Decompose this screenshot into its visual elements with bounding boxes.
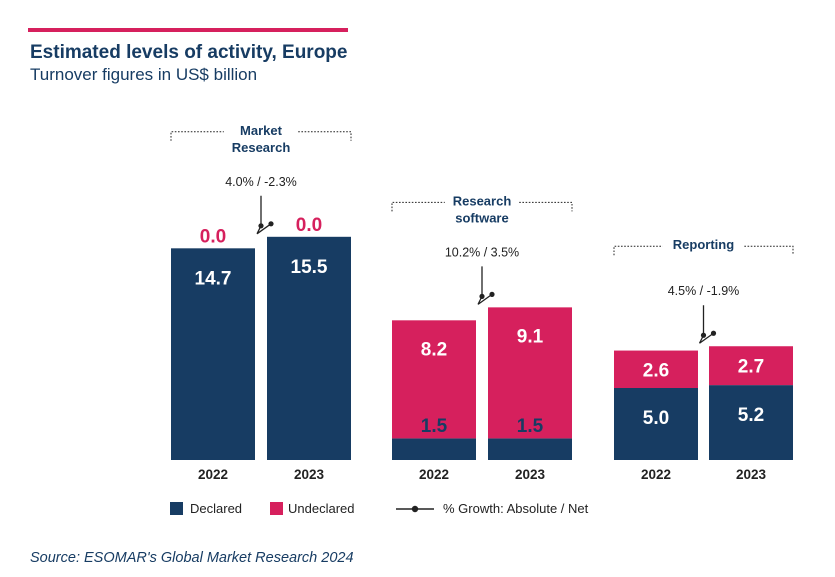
bar-undeclared (488, 307, 572, 439)
group-label-line: Reporting (673, 237, 734, 252)
data-label-declared: 15.5 (291, 257, 328, 278)
bar-declared (709, 385, 793, 460)
bar-undeclared (392, 320, 476, 439)
chart-title: Estimated levels of activity, Europe (30, 42, 347, 63)
legend-label-growth: % Growth: Absolute / Net (443, 501, 589, 516)
bar-group: 1.5 8.2 2022 1.5 9.1 2023 Research software 10.2… (391, 193, 573, 482)
plot-area: 14.7 0.0 2022 15.5 0.0 2023 Market Research 4.0%… (170, 123, 794, 482)
growth-dot (700, 332, 707, 338)
x-tick-label: 2022 (198, 467, 228, 482)
x-tick-label: 2023 (294, 467, 325, 482)
bar-declared (614, 388, 698, 460)
group-bracket (170, 131, 352, 141)
bar-undeclared (709, 346, 793, 386)
data-label-declared: 1.5 (421, 416, 448, 437)
growth-connector (477, 266, 493, 305)
data-label-undeclared: 8.2 (421, 339, 447, 360)
bar-group: 5.0 2.6 2022 5.2 2.7 2023 Reporting 4.5% / -1.9… (613, 237, 794, 482)
growth-dot (479, 293, 485, 299)
group-label-line: software (455, 210, 508, 225)
data-label-undeclared: 9.1 (517, 326, 544, 347)
data-label-undeclared: 0.0 (200, 226, 226, 247)
legend-label-undeclared: Undeclared (288, 501, 355, 516)
bar-declared (488, 438, 572, 460)
group-label: Research software (453, 193, 512, 225)
data-label-declared: 1.5 (517, 416, 544, 437)
growth-dot (258, 223, 264, 229)
group-label-line: Research (232, 140, 291, 155)
bar-declared (392, 438, 476, 460)
data-label-undeclared: 2.6 (643, 360, 669, 381)
legend-label-declared: Declared (190, 501, 242, 516)
x-tick-label: 2022 (641, 467, 671, 482)
bar-undeclared (614, 350, 698, 388)
group-label: Reporting (673, 237, 734, 252)
legend-swatch-undeclared (270, 502, 283, 515)
bar-group: 14.7 0.0 2022 15.5 0.0 2023 Market Research 4.0%… (170, 123, 352, 482)
growth-annotation: 4.0% / -2.3% (225, 175, 297, 189)
growth-annotation: 10.2% / 3.5% (445, 245, 519, 259)
growth-annotation: 4.5% / -1.9% (668, 284, 740, 298)
source-note: Source: ESOMAR's Global Market Research … (30, 550, 354, 566)
legend-swatch-declared (170, 502, 183, 515)
data-label-declared: 5.0 (643, 408, 669, 429)
legend: Declared Undeclared % Growth: Absolute /… (170, 501, 589, 516)
bar-declared (171, 248, 255, 460)
growth-dot (710, 330, 717, 336)
data-label-declared: 14.7 (195, 268, 232, 289)
accent-rule (28, 28, 348, 32)
growth-dot (268, 221, 274, 227)
group-bracket (613, 245, 794, 256)
bar-declared (267, 236, 351, 460)
group-bracket (391, 201, 573, 212)
chart-subtitle: Turnover figures in US$ billion (30, 65, 257, 84)
group-label: Market Research (232, 123, 291, 155)
x-tick-label: 2023 (736, 467, 767, 482)
growth-connector (256, 195, 272, 235)
group-label-line: Research (453, 193, 512, 208)
growth-dot (489, 291, 495, 297)
data-label-declared: 5.2 (738, 405, 764, 426)
group-label-line: Market (240, 123, 283, 138)
x-tick-label: 2022 (419, 467, 449, 482)
dot-line-icon (396, 505, 434, 513)
data-label-undeclared: 0.0 (296, 215, 322, 236)
x-tick-label: 2023 (515, 467, 546, 482)
growth-connector (698, 305, 714, 344)
data-label-undeclared: 2.7 (738, 357, 764, 378)
